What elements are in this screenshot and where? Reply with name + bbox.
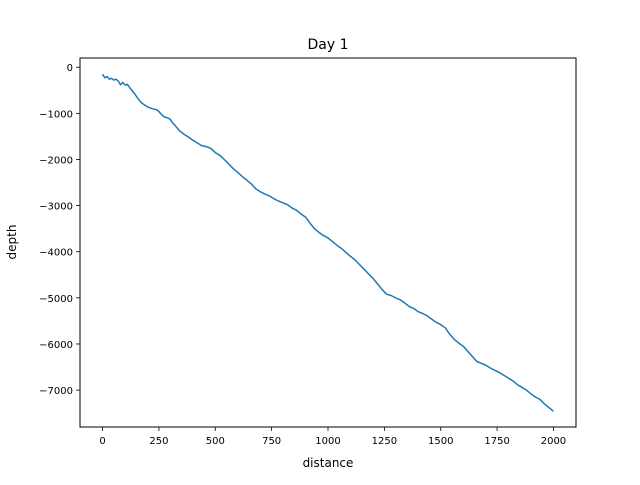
y-tick-label: −5000: [39, 294, 73, 305]
x-axis: 0 250 500 750 1000 1250 1500 1750 2000: [99, 427, 566, 447]
y-tick-label: −3000: [39, 202, 73, 213]
plot-area: [101, 73, 554, 412]
y-tick-label: −6000: [39, 340, 73, 351]
x-tick-label: 500: [206, 436, 225, 447]
x-tick-label: 1750: [484, 436, 509, 447]
axes-frame: [79, 57, 577, 428]
y-tick-label: −4000: [39, 248, 73, 259]
x-tick-label: 750: [262, 436, 281, 447]
x-tick-label: 1250: [372, 436, 397, 447]
x-tick-label: 1000: [315, 436, 340, 447]
x-tick-label: 250: [149, 436, 168, 447]
x-tick-label: 0: [99, 436, 105, 447]
x-axis-label: distance: [303, 456, 354, 470]
y-tick-label: 0: [67, 63, 73, 74]
y-tick-label: −7000: [39, 386, 73, 397]
y-axis-label: depth: [5, 225, 19, 260]
y-tick-label: −1000: [39, 109, 73, 120]
series-line-0: [101, 73, 554, 412]
x-tick-label: 2000: [541, 436, 566, 447]
y-axis: 0 −1000 −2000 −3000 −4000 −5000 −6000 −7000: [39, 63, 80, 397]
y-tick-label: −2000: [39, 155, 73, 166]
x-tick-label: 1500: [428, 436, 453, 447]
chart-title: Day 1: [307, 37, 348, 53]
